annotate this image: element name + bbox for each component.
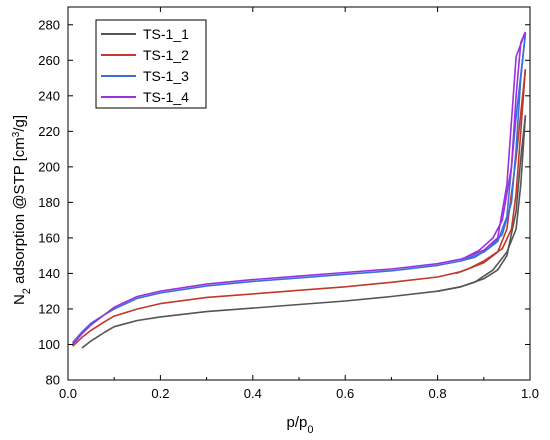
legend: TS-1_1 TS-1_2 TS-1_3 TS-1_4 (95, 19, 207, 109)
y-tick-label-2: 120 (38, 301, 60, 316)
x-axis-title-sub: 0 (307, 424, 313, 436)
y-tick-label-1: 100 (38, 337, 60, 352)
y-axis-title-sup: 3 (11, 131, 22, 137)
series-ts-1-2-desorption (455, 69, 527, 275)
y-axis-title-middle: adsorption @STP [cm (11, 137, 28, 288)
series-ts-1-4-desorption (464, 31, 527, 259)
x-axis-title-main: p/p (287, 414, 308, 431)
x-tick-label-3: 0.6 (336, 386, 354, 401)
x-tick-label-4: 0.8 (429, 386, 447, 401)
y-tick-label-9: 260 (38, 53, 60, 68)
y-tick-label-7: 220 (38, 124, 60, 139)
series-ts-1-4-adsorption (71, 31, 527, 346)
y-tick-label-3: 140 (38, 266, 60, 281)
y-axis-title: N2 adsorption @STP [cm3/g] (11, 115, 34, 305)
x-tick-label-5: 1.0 (521, 386, 539, 401)
legend-label-ts-1-3: TS-1_3 (143, 68, 189, 84)
legend-label-ts-1-4: TS-1_4 (143, 89, 189, 105)
series-ts-1-1-desorption (437, 115, 527, 292)
series-ts-1-3-desorption (460, 33, 527, 262)
series-layer (71, 31, 527, 349)
legend-label-ts-1-2: TS-1_2 (143, 47, 189, 63)
x-tick-label-0: 0.0 (59, 386, 77, 401)
x-tick-label-2: 0.4 (244, 386, 262, 401)
y-axis-title-n: N (11, 294, 28, 305)
y-tick-label-0: 80 (46, 373, 60, 388)
x-tick-label-1: 0.2 (151, 386, 169, 401)
ticks-layer: 0.0 0.2 0.4 0.6 0.8 1.0 80 100 120 140 160 180 200 22… (38, 7, 539, 401)
y-tick-label-10: 280 (38, 17, 60, 32)
y-tick-label-8: 240 (38, 88, 60, 103)
y-axis-title-n-sub: 2 (21, 288, 33, 294)
y-tick-label-6: 200 (38, 159, 60, 174)
x-axis-title: p/p0 (287, 414, 314, 436)
series-ts-1-1-adsorption (81, 115, 527, 349)
y-tick-label-5: 180 (38, 195, 60, 210)
legend-label-ts-1-1: TS-1_1 (143, 26, 189, 42)
y-tick-label-4: 160 (38, 230, 60, 245)
y-axis-title-end: /g] (11, 115, 28, 132)
